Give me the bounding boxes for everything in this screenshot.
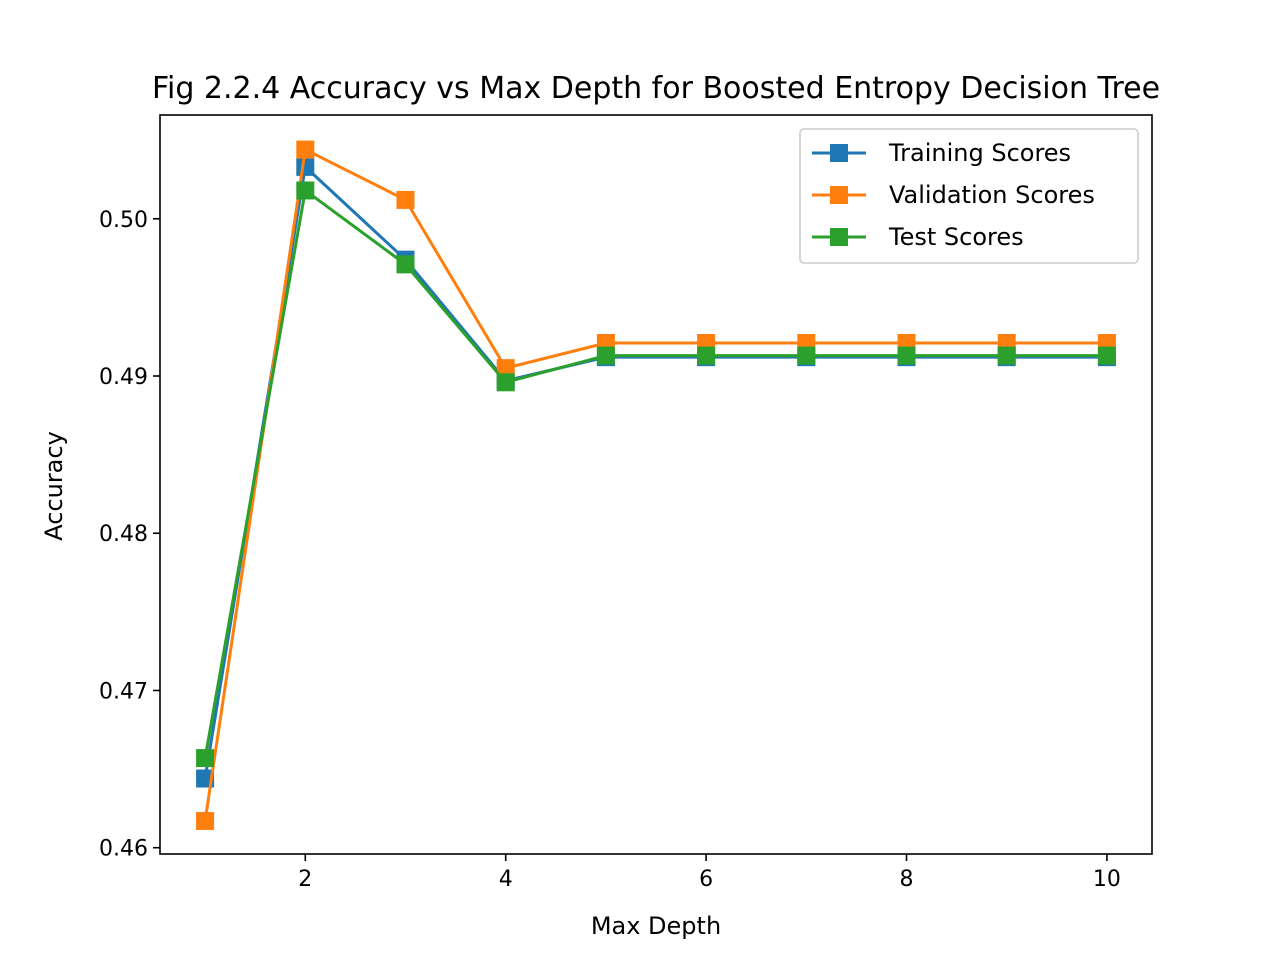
data-point [296, 140, 315, 159]
y-axis: 0.46 0.47 0.48 0.49 0.50 [99, 208, 160, 862]
x-axis: 2 4 6 8 10 [298, 854, 1121, 892]
data-point [596, 346, 615, 365]
legend-entry: Validation Scores [812, 181, 1095, 209]
data-point [797, 346, 816, 365]
data-point [697, 346, 716, 365]
y-tick-label: 0.50 [99, 208, 148, 233]
data-point [396, 255, 415, 274]
x-tick-label: 8 [900, 867, 914, 892]
legend: Training Scores Validation Scores Test Sco… [799, 128, 1139, 264]
legend-marker [830, 186, 848, 204]
plot-series [196, 140, 1116, 830]
x-tick-label: 4 [499, 867, 513, 892]
data-point [997, 346, 1016, 365]
x-tick-label: 10 [1093, 867, 1121, 892]
legend-entry: Test Scores [812, 223, 1024, 251]
legend-entry: Training Scores [812, 139, 1071, 167]
chart-title: Fig 2.2.4 Accuracy vs Max Depth for Boos… [152, 71, 1160, 106]
data-point [196, 749, 215, 768]
series-line [203, 148, 1107, 822]
legend-label: Test Scores [888, 223, 1024, 251]
x-tick-label: 2 [298, 867, 312, 892]
y-tick-label: 0.48 [99, 522, 148, 547]
data-point [496, 373, 515, 392]
y-tick-label: 0.49 [99, 365, 148, 390]
data-point [396, 190, 415, 209]
data-point [1097, 346, 1116, 365]
plot-frame [159, 114, 1153, 855]
legend-label: Validation Scores [889, 181, 1095, 209]
data-point [196, 811, 215, 830]
x-axis-label: Max Depth [591, 912, 721, 940]
y-axis-label: Accuracy [40, 431, 68, 541]
data-point [296, 157, 315, 176]
series-line [203, 165, 1107, 779]
data-point [496, 359, 515, 378]
data-point [296, 181, 315, 200]
legend-box [799, 128, 1139, 264]
series-test-scores [196, 181, 1116, 768]
series-line [203, 188, 1107, 759]
x-tick-label: 6 [699, 867, 713, 892]
legend-marker [830, 144, 848, 162]
y-tick-label: 0.47 [99, 679, 148, 704]
data-point [897, 346, 916, 365]
legend-marker [830, 228, 848, 246]
y-tick-label: 0.46 [99, 837, 148, 862]
legend-label: Training Scores [888, 139, 1071, 167]
